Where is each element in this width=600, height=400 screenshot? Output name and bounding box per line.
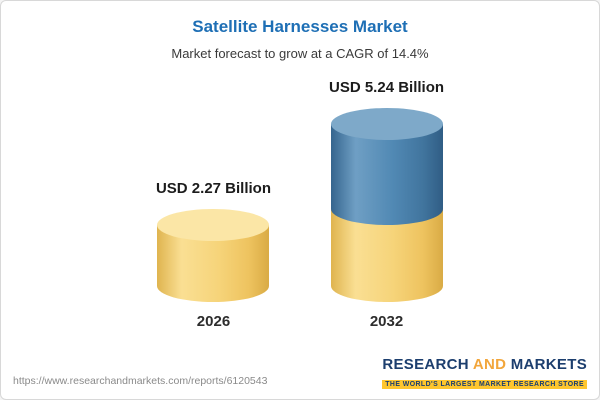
value-label-2026: USD 2.27 Billion bbox=[155, 179, 271, 197]
cylinder-2032-top-ellipse bbox=[330, 108, 443, 140]
logo-word-markets: MARKETS bbox=[506, 356, 587, 373]
category-label-2026: 2026 bbox=[196, 313, 231, 331]
report-url: https://www.researchandmarkets.com/repor… bbox=[13, 375, 268, 387]
research-and-markets-logo: RESEARCH AND MARKETS THE WORLD'S LARGEST… bbox=[382, 356, 587, 391]
cylinder-2026 bbox=[157, 208, 270, 303]
bar-group-2026: USD 2.27 Billion 2026 bbox=[156, 180, 271, 330]
chart-header: Satellite Harnesses Market Market foreca… bbox=[1, 1, 599, 61]
chart-title: Satellite Harnesses Market bbox=[192, 17, 408, 36]
logo-word-and: AND bbox=[472, 356, 507, 373]
category-label-2032: 2032 bbox=[369, 313, 404, 331]
bar-chart: USD 2.27 Billion 2026 USD 5.24 Billion 2… bbox=[1, 79, 599, 330]
cylinder-2032 bbox=[330, 108, 443, 303]
bar-group-2032: USD 5.24 Billion 2032 bbox=[329, 79, 444, 330]
chart-subtitle: Market forecast to grow at a CAGR of 14.… bbox=[171, 46, 429, 61]
logo-wordmark: RESEARCH AND MARKETS bbox=[382, 356, 587, 373]
logo-word-research: RESEARCH bbox=[382, 356, 473, 373]
cylinder-2026-top-ellipse bbox=[157, 208, 270, 241]
value-label-2032: USD 5.24 Billion bbox=[329, 79, 445, 96]
logo-tagline: THE WORLD'S LARGEST MARKET RESEARCH STOR… bbox=[382, 380, 587, 389]
bar-2032-blue-body bbox=[330, 124, 443, 225]
